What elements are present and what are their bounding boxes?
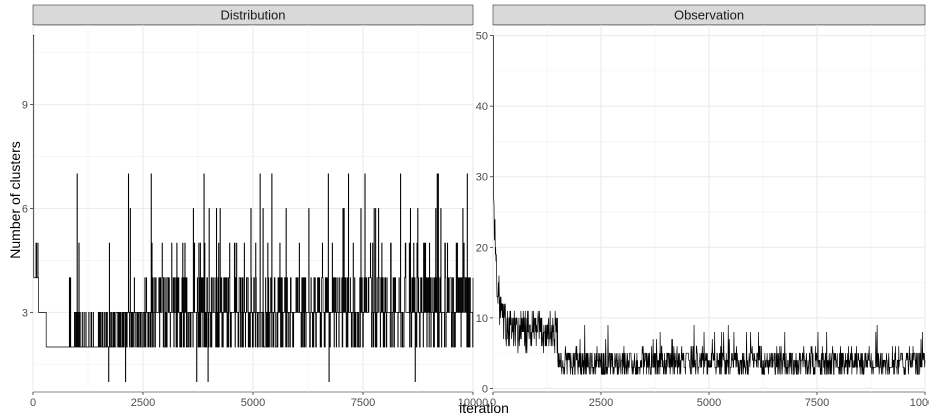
y-tick-label: 40 — [476, 101, 488, 113]
panel-observation-grid — [492, 25, 926, 392]
panel-observation-x-axis: 0 2500 5000 7500 10000 — [490, 392, 929, 409]
y-tick-label: 30 — [476, 172, 488, 184]
x-tick-label: 10000 — [458, 397, 489, 409]
trace-line — [33, 35, 474, 382]
x-tick-label: 2500 — [131, 397, 155, 409]
panel-distribution-strip-label: Distribution — [220, 8, 285, 23]
panel-observation-strip-label: Observation — [674, 8, 744, 23]
panel-distribution-y-axis: 3 6 9 — [22, 100, 33, 319]
panel-distribution-trace — [33, 35, 474, 382]
x-tick-label: 10000 — [910, 397, 929, 409]
y-tick-label: 6 — [22, 204, 28, 216]
x-tick-label: 7500 — [351, 397, 375, 409]
x-tick-label: 7500 — [805, 397, 829, 409]
trace-line — [492, 35, 926, 375]
y-axis-title: Number of clusters — [7, 141, 23, 258]
panel-distribution: Distribution 3 6 9 0 2500 5000 7500 10000 — [22, 4, 488, 409]
x-axis-title: iteration — [459, 400, 509, 416]
x-tick-label: 5000 — [697, 397, 721, 409]
x-tick-label: 0 — [490, 397, 496, 409]
panel-distribution-x-axis: 0 2500 5000 7500 10000 — [30, 392, 488, 409]
y-tick-label: 9 — [22, 100, 28, 112]
y-tick-label: 0 — [482, 383, 488, 395]
panel-observation-trace — [492, 35, 926, 375]
panel-distribution-grid — [32, 25, 474, 392]
y-tick-label: 50 — [476, 31, 488, 43]
x-tick-label: 0 — [30, 397, 36, 409]
x-tick-label: 2500 — [589, 397, 613, 409]
y-tick-label: 20 — [476, 242, 488, 254]
panel-observation-y-axis: 0 10 20 30 40 50 — [476, 31, 493, 395]
y-tick-label: 3 — [22, 307, 28, 319]
y-tick-label: 10 — [476, 313, 488, 325]
panel-observation: Observation 0 10 20 30 40 50 0 2500 5000 7500 100… — [476, 4, 929, 409]
x-tick-label: 5000 — [241, 397, 265, 409]
